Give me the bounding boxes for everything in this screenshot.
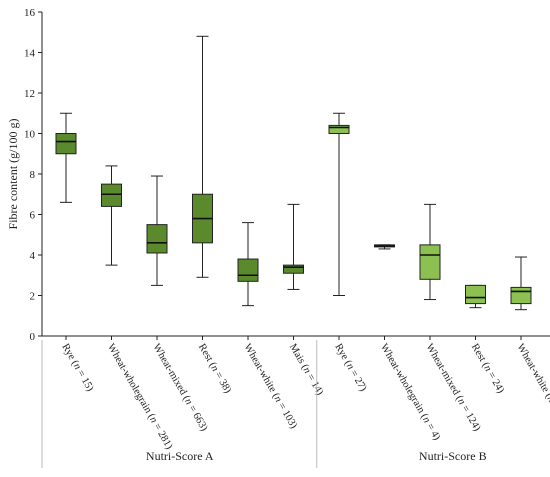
- y-tick-label: 2: [30, 291, 36, 303]
- box-0-mais: [283, 203, 304, 290]
- iqr-box: [101, 183, 122, 207]
- group-label: Nutri-Score B: [419, 449, 487, 463]
- iqr-box: [146, 224, 168, 254]
- x-tick-label: Rest (n = 38): [196, 342, 233, 396]
- box-0-wheat-wholegrain: [101, 165, 122, 266]
- y-tick-label: 12: [24, 88, 35, 100]
- iqr-box: [283, 264, 304, 274]
- x-tick-label: Wheat-white (n = 739): [514, 342, 550, 431]
- box-1-wheat-white: [510, 256, 532, 311]
- iqr-box: [465, 284, 486, 305]
- group-label: Nutri-Score A: [146, 449, 214, 463]
- y-axis-title: Fibre content (g/100 g): [6, 119, 20, 230]
- iqr-box: [419, 244, 441, 280]
- box-0-rest: [192, 35, 213, 278]
- x-tick-label: Rye (n = 15): [59, 342, 95, 394]
- iqr-box: [55, 133, 77, 155]
- y-tick-label: 0: [30, 331, 36, 343]
- box-1-rest: [465, 284, 486, 309]
- x-tick-label: Rest (n = 24): [469, 342, 506, 396]
- y-axis: 0 2 4 6 8 10 12 14 16: [24, 7, 43, 343]
- iqr-box: [328, 124, 350, 135]
- box-1-wheat-wholegrain: [374, 244, 395, 250]
- x-tick-label: Rye (n = 27): [332, 342, 368, 394]
- x-tick-label: Wheat-white (n = 103): [241, 342, 299, 431]
- box-0-wheat-white: [237, 222, 259, 307]
- x-tick-label: Mais (n = 14): [287, 342, 326, 398]
- box-1-rye: [328, 112, 350, 296]
- y-tick-label: 6: [30, 210, 36, 222]
- box-1-wheat-mixed: [419, 203, 441, 301]
- box-0-rye: [55, 112, 77, 203]
- y-tick-label: 10: [24, 129, 36, 141]
- y-tick-label: 4: [30, 250, 36, 262]
- box-0-wheat-mixed: [146, 175, 168, 286]
- box-plots: [55, 35, 532, 311]
- iqr-box: [237, 258, 259, 282]
- x-axis: Rye (n = 15) Wheat-wholegrain (n = 281)Wh…: [42, 335, 550, 452]
- y-tick-label: 14: [24, 48, 36, 60]
- y-tick-label: 16: [24, 7, 36, 19]
- iqr-box: [510, 286, 532, 305]
- y-tick-label: 8: [30, 169, 36, 181]
